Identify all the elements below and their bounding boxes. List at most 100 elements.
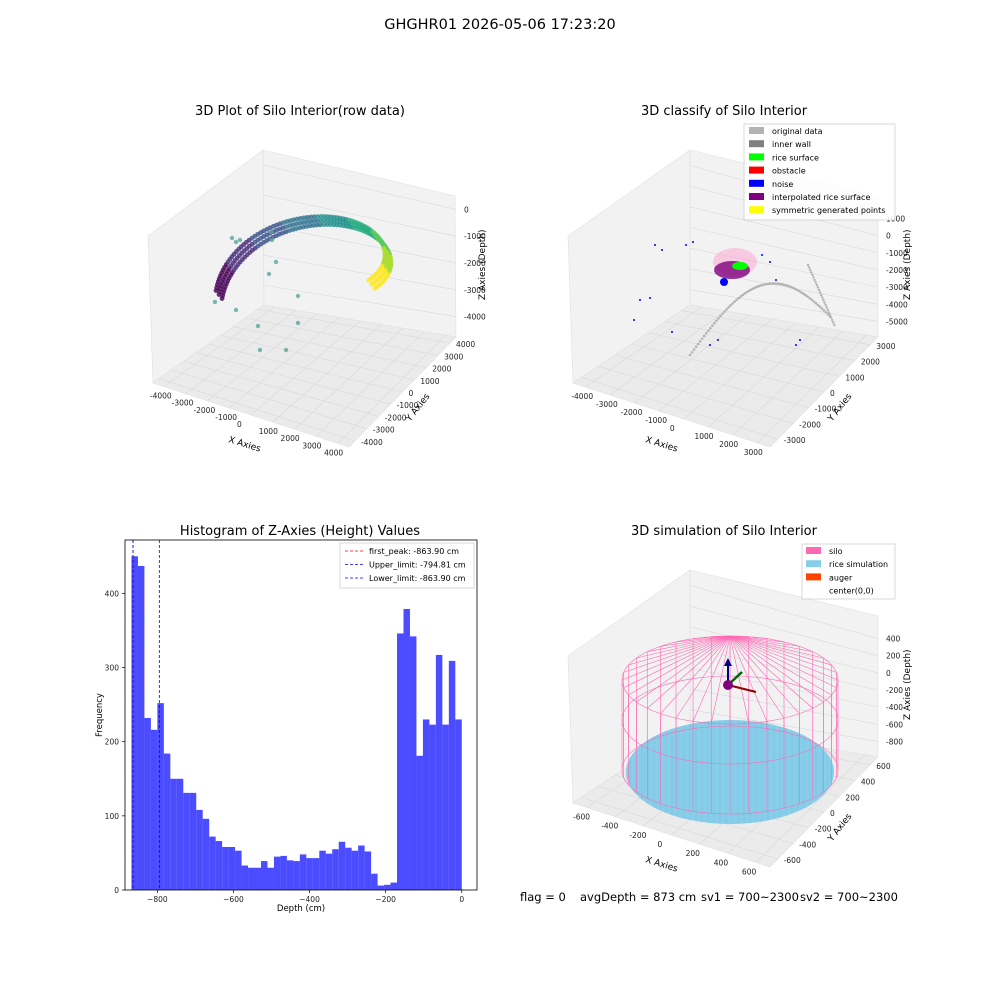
x-tick: 3000	[744, 448, 763, 457]
raw-point	[318, 214, 324, 219]
y-tick: -400	[799, 840, 816, 849]
sv1-text: sv1 = 700~2300	[701, 890, 799, 904]
classify-noise-point	[769, 261, 771, 263]
simulation-panel-title: 3D simulation of Silo Interior	[631, 524, 817, 539]
y-tick: -1000	[397, 401, 419, 410]
y-tick: 3000	[444, 352, 463, 361]
raw-gridlines	[159, 164, 457, 444]
histogram-bar	[416, 755, 423, 890]
x-tick: 2000	[719, 440, 738, 449]
simulation-z-axis-label: Z Axies (Depth)	[903, 649, 913, 720]
raw-scatter-points	[212, 214, 394, 353]
simulation-legend-label: rice simulation	[829, 560, 888, 569]
classify-point-wall	[818, 291, 822, 294]
raw-point	[311, 214, 317, 220]
z-tick: -4000	[464, 313, 486, 322]
x-tick: -200	[629, 831, 646, 840]
classify-noise-point	[795, 344, 797, 346]
z-tick: -2000	[464, 259, 486, 268]
x-tick-label: −600	[223, 895, 244, 904]
classify-point-wall	[796, 288, 799, 292]
classify-point-wall	[827, 311, 831, 314]
classify-point-wall	[818, 305, 822, 308]
classify-point-wall	[810, 271, 813, 274]
silo-roof-wire	[623, 635, 731, 673]
histogram-y-ticks: 0 100 200 300 400	[105, 589, 125, 895]
histogram-bar	[455, 719, 462, 890]
y-tick: -600	[784, 856, 801, 865]
raw-point	[295, 293, 301, 299]
silo-roof-wire	[628, 635, 731, 666]
classify-point-wall	[829, 316, 833, 319]
simulation-legend: silo rice simulation auger center(0,0)	[801, 543, 896, 600]
histogram-bar	[325, 853, 333, 890]
classify-point-wall	[824, 303, 827, 307]
histogram-bar	[319, 850, 326, 890]
z-tick: 400	[886, 635, 901, 644]
histogram-bar	[377, 885, 385, 890]
classify-point-wall	[800, 291, 803, 294]
classify-noise-point	[717, 339, 719, 341]
histogram-bar	[312, 858, 320, 890]
classify-point-wall	[775, 282, 779, 285]
raw-point	[266, 271, 272, 277]
y-tick-label: 100	[105, 812, 120, 821]
raw-z-tick-labels: 0 -1000 -2000 -3000 -4000	[464, 205, 486, 321]
classify-point-wall	[717, 317, 720, 320]
simulation-legend-swatch	[806, 573, 821, 581]
y-tick: 3000	[876, 342, 895, 351]
z-tick: 0	[886, 232, 891, 241]
x-tick: -400	[601, 822, 618, 831]
simulation-legend-swatch	[806, 547, 821, 554]
x-tick-label: −800	[147, 895, 168, 904]
raw-point	[268, 229, 274, 235]
histogram-bar	[299, 854, 307, 890]
histogram-bar	[448, 660, 456, 890]
classify-point-wall	[782, 283, 785, 286]
histogram-bar	[131, 556, 138, 890]
z-tick: -3000	[464, 286, 486, 295]
classify-noise-point	[761, 254, 763, 256]
classify-point-wall	[751, 287, 755, 291]
histogram-bar	[280, 855, 287, 890]
classify-point-wall	[814, 301, 818, 305]
simulation-legend-label: silo	[829, 547, 843, 556]
classify-legend-swatch	[749, 166, 764, 174]
classify-point-wall	[792, 286, 795, 290]
classify-point-wall	[812, 300, 816, 303]
histogram-bar	[338, 841, 346, 890]
histogram-bar	[222, 846, 229, 890]
classify-point-wall	[753, 286, 757, 290]
classify-point-wall	[822, 309, 826, 312]
histogram-legend-label: first_peak: -863.90 cm	[369, 547, 459, 556]
y-tick: -3000	[784, 436, 806, 445]
classify-point-wall	[784, 283, 787, 287]
x-tick: 1000	[259, 427, 278, 436]
classify-point-wall	[706, 329, 710, 333]
histogram-legend: first_peak: -863.90 cm Upper_limit: -794.…	[339, 542, 475, 589]
raw-point	[366, 277, 372, 283]
simulation-x-axis-label: X Axies	[644, 855, 679, 874]
classify-noise-point	[661, 249, 663, 251]
raw-x-axis-label: X Axies	[227, 435, 262, 454]
classify-legend-swatch	[749, 206, 764, 214]
z-tick: 1000	[886, 215, 905, 224]
y-tick-label: 300	[105, 664, 120, 673]
silo-roof-wire	[729, 635, 832, 666]
silo-roof-wire	[729, 635, 750, 724]
classify-scatter-points	[633, 241, 836, 357]
y-tick-label: 200	[105, 738, 120, 747]
classify-point-wall	[826, 308, 829, 312]
classify-point-wall	[811, 273, 814, 277]
histogram-bar	[286, 860, 294, 890]
histogram-bar	[189, 792, 197, 890]
raw-point	[229, 235, 235, 241]
histogram-bar	[273, 856, 281, 890]
raw-y-tick-labels: -4000 -3000 -2000 -1000 0 1000 2000 3000 4000	[361, 340, 475, 447]
raw-point	[314, 222, 320, 228]
classify-panel-title: 3D classify of Silo Interior	[640, 104, 808, 119]
z-tick: -200	[886, 686, 903, 695]
classify-point-wall	[719, 314, 722, 318]
histogram-title: Histogram of Z-Axies (Height) Values	[179, 524, 421, 539]
